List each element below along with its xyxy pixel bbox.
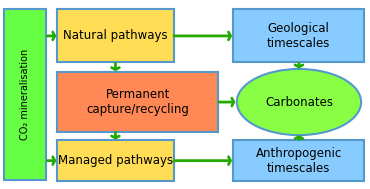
FancyBboxPatch shape xyxy=(233,9,364,62)
FancyBboxPatch shape xyxy=(233,140,364,181)
FancyBboxPatch shape xyxy=(4,9,46,180)
Text: Natural pathways: Natural pathways xyxy=(63,29,168,42)
FancyBboxPatch shape xyxy=(57,9,174,62)
Text: Managed pathways: Managed pathways xyxy=(58,154,173,167)
FancyBboxPatch shape xyxy=(57,140,174,181)
Text: Permanent
capture/recycling: Permanent capture/recycling xyxy=(86,88,189,116)
Ellipse shape xyxy=(237,69,361,135)
FancyBboxPatch shape xyxy=(57,72,218,132)
Text: CO₂ mineralisation: CO₂ mineralisation xyxy=(20,49,30,140)
Text: Anthropogenic
timescales: Anthropogenic timescales xyxy=(256,147,342,175)
Text: Carbonates: Carbonates xyxy=(265,96,333,108)
Text: Geological
timescales: Geological timescales xyxy=(267,22,330,50)
